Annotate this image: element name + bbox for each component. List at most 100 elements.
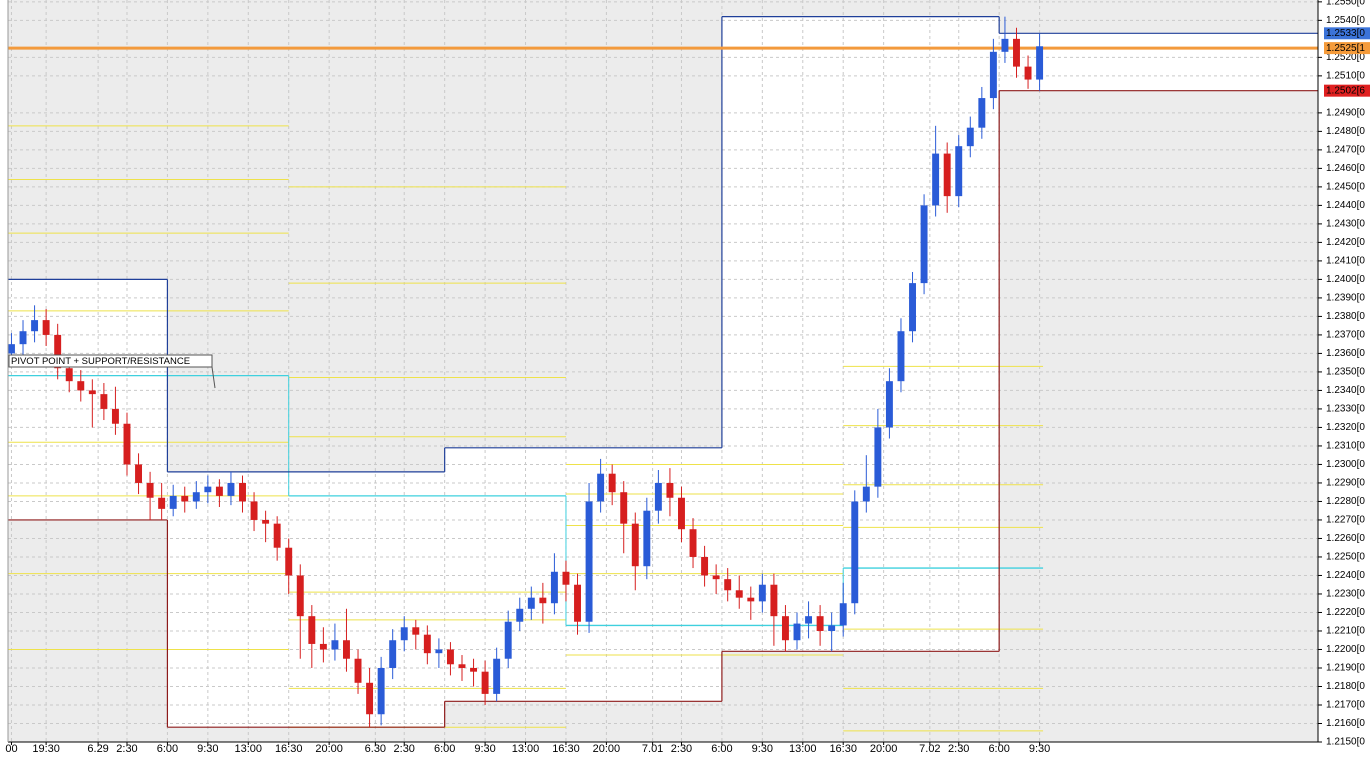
plot-area [8, 0, 1318, 742]
candle-body [354, 658, 362, 683]
x-tick-label: 16:30 [275, 743, 303, 755]
y-tick-label: 1.2210[0 [1326, 626, 1365, 637]
candle-body [943, 153, 951, 197]
x-tick-label: 20:00 [315, 743, 343, 755]
y-tick-label: 1.2220[0 [1326, 607, 1365, 618]
candle-body [966, 127, 974, 147]
candle-body [493, 658, 501, 694]
candle-body [678, 497, 685, 530]
price-tag [1324, 42, 1370, 55]
candle-body [1024, 66, 1032, 80]
candle-body [308, 616, 316, 644]
x-tick-label: 20:00 [593, 743, 621, 755]
y-tick-label: 1.2240[0 [1326, 570, 1365, 581]
candle-body [423, 634, 431, 654]
candle-body [366, 682, 374, 715]
candle-body [724, 579, 732, 591]
x-tick-label: 2:30 [948, 743, 969, 755]
y-tick-label: 1.2350[0 [1326, 367, 1365, 378]
candle-body [816, 616, 824, 631]
y-tick-label: 1.2450[0 [1326, 182, 1365, 193]
y-tick-label: 1.2280[0 [1326, 496, 1365, 507]
y-tick-label: 1.2400[0 [1326, 274, 1365, 285]
candle-body [250, 501, 258, 520]
candle-body [435, 649, 443, 654]
candle-body [758, 584, 766, 602]
candle-body [377, 667, 385, 715]
y-tick-label: 1.2170[0 [1326, 700, 1365, 711]
candle-body [123, 423, 131, 465]
y-tick-label: 1.2200[0 [1326, 644, 1365, 655]
candle-body [400, 627, 408, 641]
candle-body [770, 584, 778, 617]
axes: 1.2150[0 1.2160[0 1.2170[0 1.2180[0 1.2190[0… [5, 0, 1370, 755]
day-range [999, 33, 1318, 91]
candle-body [701, 556, 709, 576]
candle-body [204, 486, 212, 493]
candle-body [689, 529, 697, 557]
y-tick-label: 1.2480[0 [1326, 126, 1365, 137]
candle-body [470, 667, 478, 672]
candle-body [192, 492, 200, 502]
candle-body [654, 482, 662, 511]
y-tick-label: 1.2290[0 [1326, 478, 1365, 489]
price-tag-label: 1.2502[6 [1326, 85, 1365, 96]
y-tick-label: 1.2250[0 [1326, 552, 1365, 563]
candle-body [446, 649, 454, 665]
x-tick-label: 13:00 [789, 743, 817, 755]
candle-body [735, 590, 743, 598]
candle-body [273, 523, 281, 548]
y-tick-label: 1.2190[0 [1326, 663, 1365, 674]
candle-body [805, 616, 813, 624]
price-tag-label: 1.2533[0 [1326, 28, 1365, 39]
x-tick-label: 13:00 [512, 743, 540, 755]
x-tick-label: 7.01 [642, 743, 663, 755]
candle-body [920, 205, 928, 284]
candle-body [643, 510, 651, 567]
candle-body [239, 482, 246, 502]
y-tick-label: 1.2550[0 [1326, 0, 1365, 7]
candle-body [42, 320, 50, 335]
candle-body [458, 664, 466, 668]
candle-body [874, 427, 882, 487]
y-tick-label: 1.2320[0 [1326, 422, 1365, 433]
y-tick-label: 1.2150[0 [1326, 737, 1365, 748]
x-tick-label: 9:30 [752, 743, 773, 755]
candle-body [585, 501, 593, 622]
candle-body [285, 547, 293, 576]
candle-body [620, 492, 628, 524]
y-tick-label: 1.2310[0 [1326, 441, 1365, 452]
x-tick-label: 6:00 [988, 743, 1009, 755]
y-tick-label: 1.2260[0 [1326, 533, 1365, 544]
candle-body [343, 640, 350, 659]
candle-body [909, 283, 916, 332]
candle-body [215, 486, 223, 496]
x-tick-label: 00 [5, 743, 17, 755]
y-tick-label: 1.2360[0 [1326, 348, 1365, 359]
x-tick-label: 16:30 [552, 743, 580, 755]
price-tag-label: 1.2525[1 [1326, 43, 1365, 54]
candle-body [8, 344, 15, 354]
candle-body [631, 523, 639, 567]
candle-body [262, 519, 270, 524]
x-tick-label: 6:00 [711, 743, 732, 755]
y-tick-label: 1.2440[0 [1326, 200, 1365, 211]
day-range [721, 16, 1000, 652]
candle-body [1001, 38, 1009, 52]
x-tick-label: 2:30 [671, 743, 692, 755]
candle-body [666, 482, 674, 498]
price-tag [1324, 84, 1370, 97]
candle-body [227, 482, 235, 496]
annotation-pointer [211, 366, 216, 389]
candle-body [839, 603, 847, 626]
candle-body [897, 331, 905, 382]
candle-body [135, 464, 143, 483]
y-tick-label: 1.2520[0 [1326, 52, 1365, 63]
x-tick-label: 6:00 [434, 743, 455, 755]
x-tick-label: 19:30 [32, 743, 60, 755]
candle-body [608, 473, 616, 493]
x-tick-label: 2:30 [394, 743, 415, 755]
candle-body [781, 616, 789, 641]
candle-body [527, 597, 535, 609]
candle-body [885, 381, 893, 428]
